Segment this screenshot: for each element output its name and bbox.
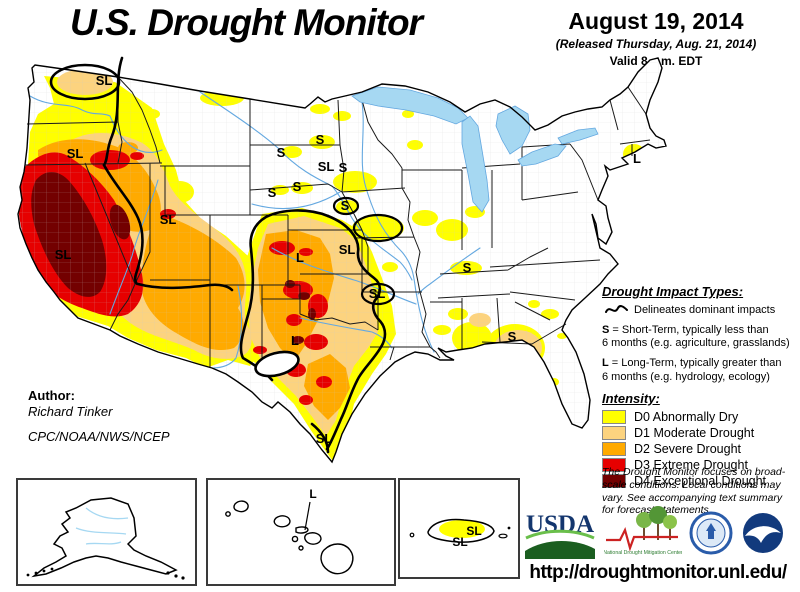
impact-label-sl: SL: [55, 247, 72, 262]
long-term-line1: = Long-Term, typically greater than: [611, 357, 782, 370]
author-block: Author: Richard Tinker CPC/NOAA/NWS/NCEP: [28, 388, 170, 445]
swatch-d2: [602, 441, 626, 456]
legend-label: D2 Severe Drought: [634, 441, 742, 456]
impact-label-sl: SL: [316, 431, 333, 446]
commerce-seal: [689, 511, 733, 555]
impact-label-s: S: [508, 329, 517, 344]
author-name: Richard Tinker: [28, 404, 113, 420]
agency-logos: USDA National Drought Mitigation Center: [522, 506, 798, 562]
us-drought-map: SL SL SL SL S S SL S S S S SL L SL L SL S S L: [10, 52, 670, 470]
short-term-code: S: [602, 324, 610, 336]
date-block: August 19, 2014 (Released Thursday, Aug.…: [520, 8, 792, 68]
noaa-logo: [743, 513, 783, 553]
legend-label: D3 Extreme Drought: [634, 457, 748, 472]
legend-item-d1: D1 Moderate Drought: [602, 425, 798, 440]
disclaimer-text: The Drought Monitor focuses on broad-sca…: [602, 466, 786, 517]
impact-label-sl: SL: [369, 286, 386, 301]
mona-island: [409, 532, 415, 538]
swatch-d0: [602, 409, 626, 424]
impact-label-s: S: [293, 179, 302, 194]
alaska-map: [26, 497, 185, 580]
impact-label-sl: SL: [67, 146, 84, 161]
drought-monitor-url[interactable]: http://droughtmonitor.unl.edu/: [529, 562, 787, 583]
legend-item-d0: D0 Abnormally Dry: [602, 409, 798, 424]
impact-label-s: S: [277, 145, 286, 160]
hawaii-islands: [225, 500, 354, 575]
page-title: U.S. Drought Monitor: [70, 2, 423, 43]
impact-label-s: S: [268, 185, 277, 200]
alaska-rivers: [75, 507, 129, 545]
impact-label-sl: SL: [160, 212, 177, 227]
short-term-definition: S = Short-Term, typically less than 6 mo…: [602, 324, 798, 350]
ndmc-caption: National Drought Mitigation Center: [604, 550, 682, 556]
pr-drought-d0: [439, 520, 485, 538]
aleutian-islands: [26, 567, 185, 580]
impact-label-sl: SL: [318, 159, 335, 174]
ndmc-logo: National Drought Mitigation Center: [604, 506, 682, 556]
legend-item-d3: D3 Extreme Drought: [602, 457, 798, 472]
impact-label-l: L: [291, 333, 299, 348]
impact-label-sl: SL: [452, 535, 467, 549]
impact-delineation-lines: [49, 56, 404, 454]
impact-label-s: S: [339, 160, 348, 175]
impact-label-l: L: [296, 250, 304, 265]
impact-label-sl: SL: [339, 242, 356, 257]
puerto-rico-inset: SL SL: [398, 478, 520, 579]
legend-item-d2: D2 Severe Drought: [602, 441, 798, 456]
long-term-definition: L = Long-Term, typically greater than 6 …: [602, 357, 798, 383]
impact-label-sl: SL: [466, 524, 481, 538]
impact-label-sl: SL: [96, 73, 113, 88]
long-term-code: L: [602, 357, 609, 370]
short-term-line2: 6 months (e.g. agriculture, grasslands): [602, 337, 790, 350]
short-term-line1: = Short-Term, typically less than: [612, 324, 769, 336]
impact-label-s: S: [463, 260, 472, 275]
legend-label: D4 Exceptional Drought: [634, 473, 767, 488]
author-label: Author:: [28, 388, 75, 403]
alaska-inset: [16, 478, 197, 586]
culebra-island: [507, 526, 511, 530]
hawaii-map: L: [225, 487, 354, 575]
legend-label: D1 Moderate Drought: [634, 425, 755, 440]
release-date: (Released Thursday, Aug. 21, 2014): [555, 37, 757, 51]
usda-logo: USDA: [525, 511, 595, 559]
noaa-bird: [745, 526, 781, 543]
impact-label-l: L: [633, 151, 641, 166]
great-lakes: [351, 86, 599, 213]
legend-label: D0 Abnormally Dry: [634, 409, 739, 424]
vieques-island: [498, 533, 508, 539]
intensity-heading: Intensity:: [602, 390, 660, 406]
commerce-emblem: [706, 523, 716, 539]
hawaii-inset: L: [206, 478, 396, 586]
impact-label-l: L: [309, 487, 316, 501]
long-term-line2: 6 months (e.g. hydrology, ecology): [602, 370, 770, 383]
impact-types-heading: Drought Impact Types:: [602, 284, 744, 299]
delineation-row: Delineates dominant impacts: [604, 303, 798, 316]
map-date: August 19, 2014: [568, 8, 744, 34]
map-legend: Drought Impact Types: Delineates dominan…: [602, 284, 798, 490]
swatch-d1: [602, 425, 626, 440]
swatch-d4: [602, 473, 626, 488]
swatch-d3: [602, 457, 626, 472]
hawaii-label-pointer: [304, 501, 311, 531]
author-organization: CPC/NOAA/NWS/NCEP: [28, 428, 170, 444]
legend-item-d4: D4 Exceptional Drought: [602, 473, 798, 488]
delineation-text: Delineates dominant impacts: [634, 303, 776, 316]
impact-label-s: S: [341, 198, 350, 213]
impact-label-s: S: [316, 132, 325, 147]
delineation-icon: [605, 305, 628, 313]
puerto-rico-outline: [427, 518, 495, 543]
alaska-outline: [31, 497, 178, 578]
intensity-legend-list: D0 Abnormally Dry D1 Moderate Drought D2 S…: [602, 409, 798, 488]
